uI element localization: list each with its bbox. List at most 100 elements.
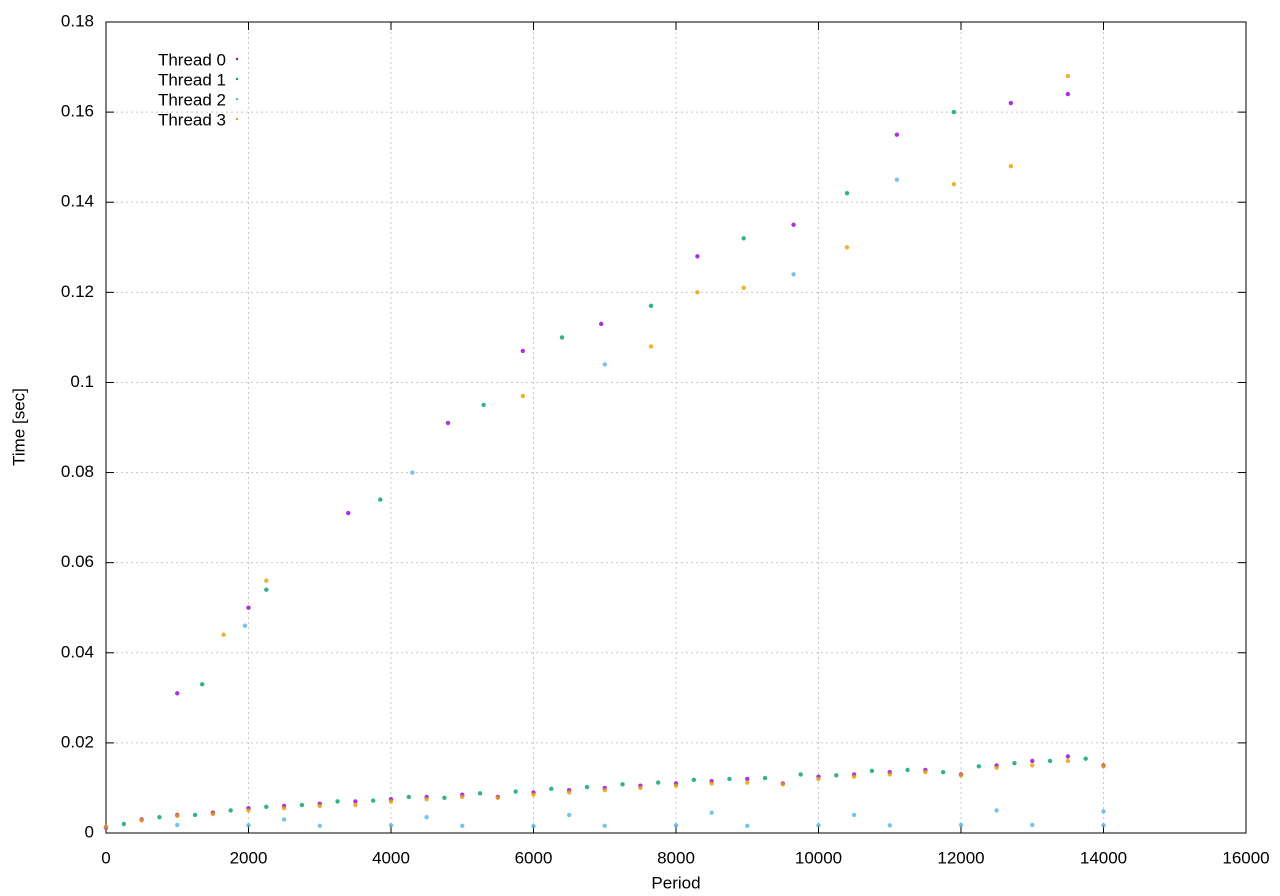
point [388,799,394,804]
point [460,794,465,800]
point [648,303,654,309]
point [520,393,526,399]
y-tick-label: 0.06 [61,552,94,571]
point [791,222,796,227]
point [780,782,786,787]
point [442,795,447,801]
point [1101,764,1106,769]
point [175,691,180,696]
point [335,799,340,804]
point [424,797,429,802]
point [602,362,607,367]
point [566,812,572,818]
point [851,774,857,779]
point [894,177,900,182]
point [353,802,358,808]
point [741,285,746,291]
point [1030,763,1035,768]
point [246,605,251,610]
point [709,810,714,815]
point [816,776,821,782]
point [951,109,957,115]
y-tick-label: 0.12 [61,282,94,301]
legend-label: Thread 3 [158,110,226,129]
point [495,795,501,801]
point [221,632,226,637]
point [994,808,999,813]
point [1030,822,1035,828]
point [264,804,269,810]
point [745,823,750,828]
point [1008,100,1014,106]
x-tick-label: 8000 [657,848,695,867]
point [1065,91,1071,97]
point [378,497,383,502]
point [994,765,999,770]
point [445,420,451,426]
point [299,802,305,808]
point [816,823,821,828]
point [584,784,590,790]
y-tick-label: 0.16 [61,102,94,121]
point [175,822,180,828]
point [745,776,750,782]
point [246,808,251,813]
point [887,823,892,828]
point [121,821,127,827]
point [406,794,412,800]
point [655,780,661,785]
point [638,785,643,791]
point [228,808,233,813]
point [1065,73,1071,79]
point [210,811,216,817]
point [264,578,269,583]
point [1008,163,1014,169]
point [246,823,251,828]
y-tick-label: 0.18 [61,11,94,30]
point [844,245,850,250]
point [346,510,351,516]
point [175,813,180,819]
point [1065,758,1071,764]
y-tick-label: 0.14 [61,192,94,211]
point [887,772,892,777]
y-tick-label: 0.1 [70,372,94,391]
point [648,344,654,349]
point [481,402,486,408]
point [370,798,376,803]
point [1012,760,1017,766]
point [1030,758,1035,764]
point [424,815,429,820]
x-tick-label: 2000 [230,848,268,867]
x-tick-label: 6000 [515,848,553,867]
legend-marker [235,77,239,81]
point [951,182,957,187]
point [192,812,198,818]
point [851,812,857,818]
point [727,776,732,782]
point [834,773,839,778]
y-tick-label: 0.08 [61,462,94,481]
point [958,773,964,778]
point [791,272,796,277]
point [264,587,269,592]
legend-label: Thread 0 [158,50,226,69]
point [566,790,572,795]
point [602,823,607,828]
x-tick-label: 16000 [1222,848,1269,867]
point [620,782,625,787]
point [1083,756,1088,761]
point [762,775,768,781]
point [513,789,518,794]
point [894,132,900,137]
point [741,236,746,241]
point [673,783,679,788]
point [695,254,700,259]
point [958,822,964,828]
point [199,682,205,687]
point [559,335,565,340]
y-tick-label: 0 [85,822,94,841]
x-axis-label: Period [651,873,700,892]
point [103,824,109,829]
